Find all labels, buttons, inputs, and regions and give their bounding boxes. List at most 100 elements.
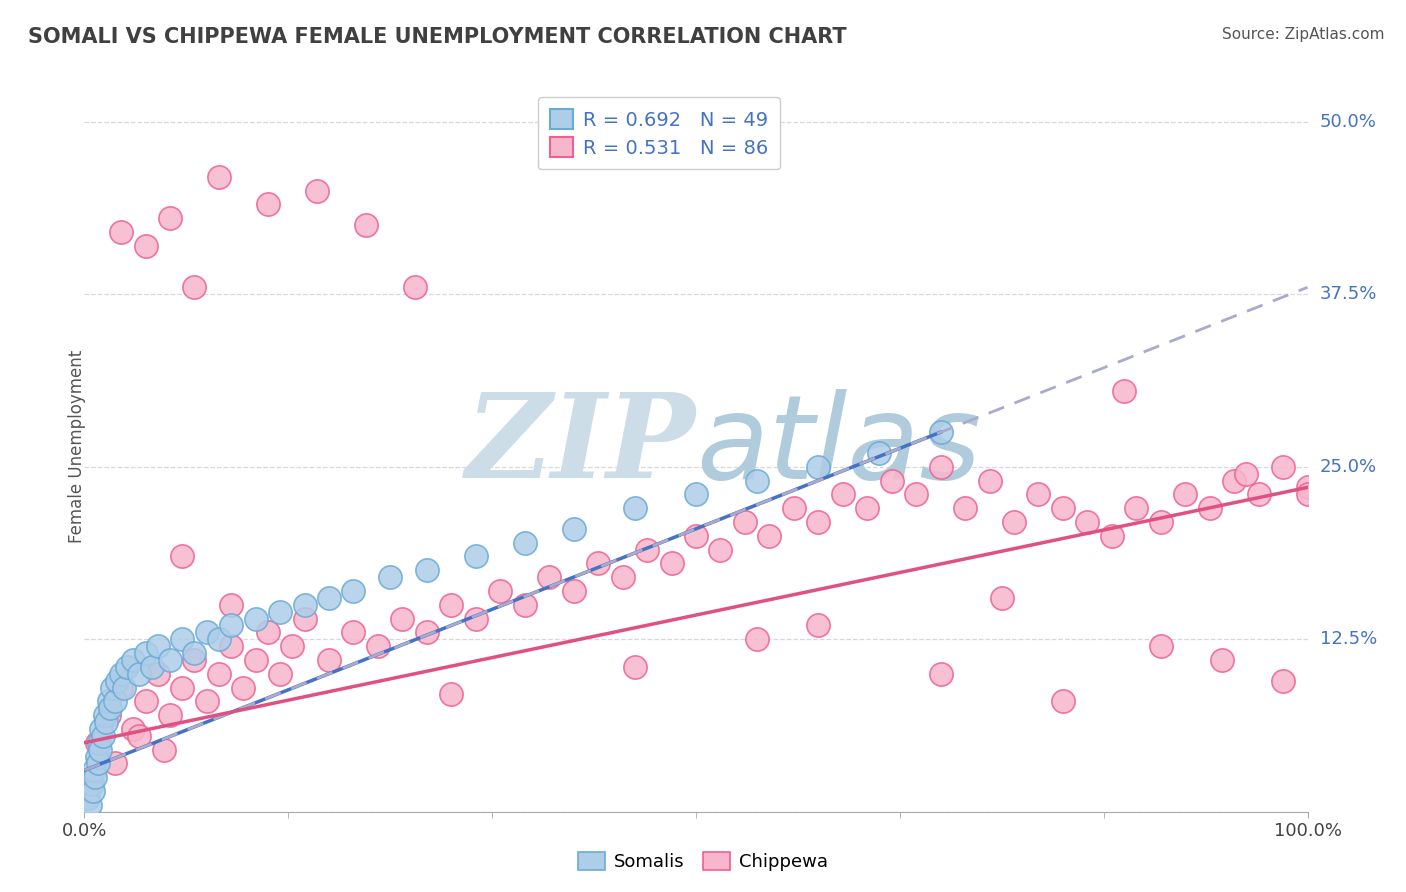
Point [612, 570, 634, 584]
Point [90, 722, 112, 736]
Text: SOMALI VS CHIPPEWA FEMALE UNEMPLOYMENT CORRELATION CHART: SOMALI VS CHIPPEWA FEMALE UNEMPLOYMENT C… [28, 27, 846, 46]
Point [98, 701, 121, 715]
Point [953, 501, 976, 516]
Point [97, 708, 120, 723]
Point [1198, 501, 1220, 516]
Point [342, 625, 364, 640]
Point [135, 646, 157, 660]
Point [1052, 694, 1074, 708]
Point [342, 583, 364, 598]
Point [661, 557, 683, 571]
Point [709, 542, 731, 557]
Point [747, 632, 769, 647]
Point [367, 639, 389, 653]
Point [318, 591, 340, 605]
Point [464, 611, 486, 625]
Text: ZIP: ZIP [465, 389, 696, 503]
Point [86, 749, 108, 764]
Point [172, 632, 194, 647]
Point [195, 694, 218, 708]
Point [880, 474, 903, 488]
Point [87, 756, 110, 771]
Point [416, 563, 439, 577]
Point [380, 570, 402, 584]
Point [87, 736, 110, 750]
Y-axis label: Female Unemployment: Female Unemployment [69, 350, 86, 542]
Point [128, 729, 150, 743]
Point [183, 280, 205, 294]
Point [1174, 487, 1197, 501]
Point [219, 598, 242, 612]
Point [1150, 515, 1173, 529]
Point [183, 653, 205, 667]
Point [135, 694, 157, 708]
Point [979, 474, 1001, 488]
Point [257, 625, 280, 640]
Point [440, 598, 463, 612]
Point [80, 777, 103, 791]
Point [83, 764, 105, 778]
Point [747, 474, 769, 488]
Point [86, 736, 108, 750]
Point [96, 714, 118, 729]
Point [1223, 474, 1246, 488]
Point [1236, 467, 1258, 481]
Point [354, 218, 377, 232]
Point [807, 515, 830, 529]
Point [624, 501, 647, 516]
Point [208, 632, 231, 647]
Point [122, 722, 145, 736]
Point [586, 557, 609, 571]
Point [94, 708, 117, 723]
Point [257, 197, 280, 211]
Point [91, 729, 114, 743]
Point [416, 625, 439, 640]
Point [208, 169, 231, 184]
Point [208, 666, 231, 681]
Point [305, 184, 328, 198]
Point [869, 446, 891, 460]
Point [183, 646, 205, 660]
Point [146, 639, 169, 653]
Point [538, 570, 561, 584]
Point [783, 501, 806, 516]
Point [104, 694, 127, 708]
Point [1296, 487, 1319, 501]
Text: 37.5%: 37.5% [1320, 285, 1378, 303]
Point [294, 598, 316, 612]
Legend: R = 0.692   N = 49, R = 0.531   N = 86: R = 0.692 N = 49, R = 0.531 N = 86 [538, 97, 780, 169]
Point [159, 211, 181, 226]
Point [232, 681, 254, 695]
Point [269, 666, 291, 681]
Point [269, 605, 291, 619]
Point [758, 529, 780, 543]
Point [195, 625, 218, 640]
Point [89, 742, 111, 756]
Point [135, 239, 157, 253]
Point [404, 280, 426, 294]
Point [245, 653, 267, 667]
Point [489, 583, 512, 598]
Point [856, 501, 879, 516]
Point [807, 618, 830, 632]
Point [513, 598, 536, 612]
Point [1114, 384, 1136, 398]
Point [1052, 501, 1074, 516]
Point [141, 660, 163, 674]
Point [104, 756, 127, 771]
Point [562, 522, 585, 536]
Point [115, 660, 138, 674]
Point [1296, 480, 1319, 494]
Point [159, 653, 181, 667]
Point [245, 611, 267, 625]
Point [172, 681, 194, 695]
Point [991, 591, 1014, 605]
Point [84, 770, 107, 784]
Point [1002, 515, 1025, 529]
Point [110, 681, 132, 695]
Point [1150, 639, 1173, 653]
Point [79, 797, 101, 812]
Point [929, 666, 952, 681]
Point [110, 666, 132, 681]
Point [929, 459, 952, 474]
